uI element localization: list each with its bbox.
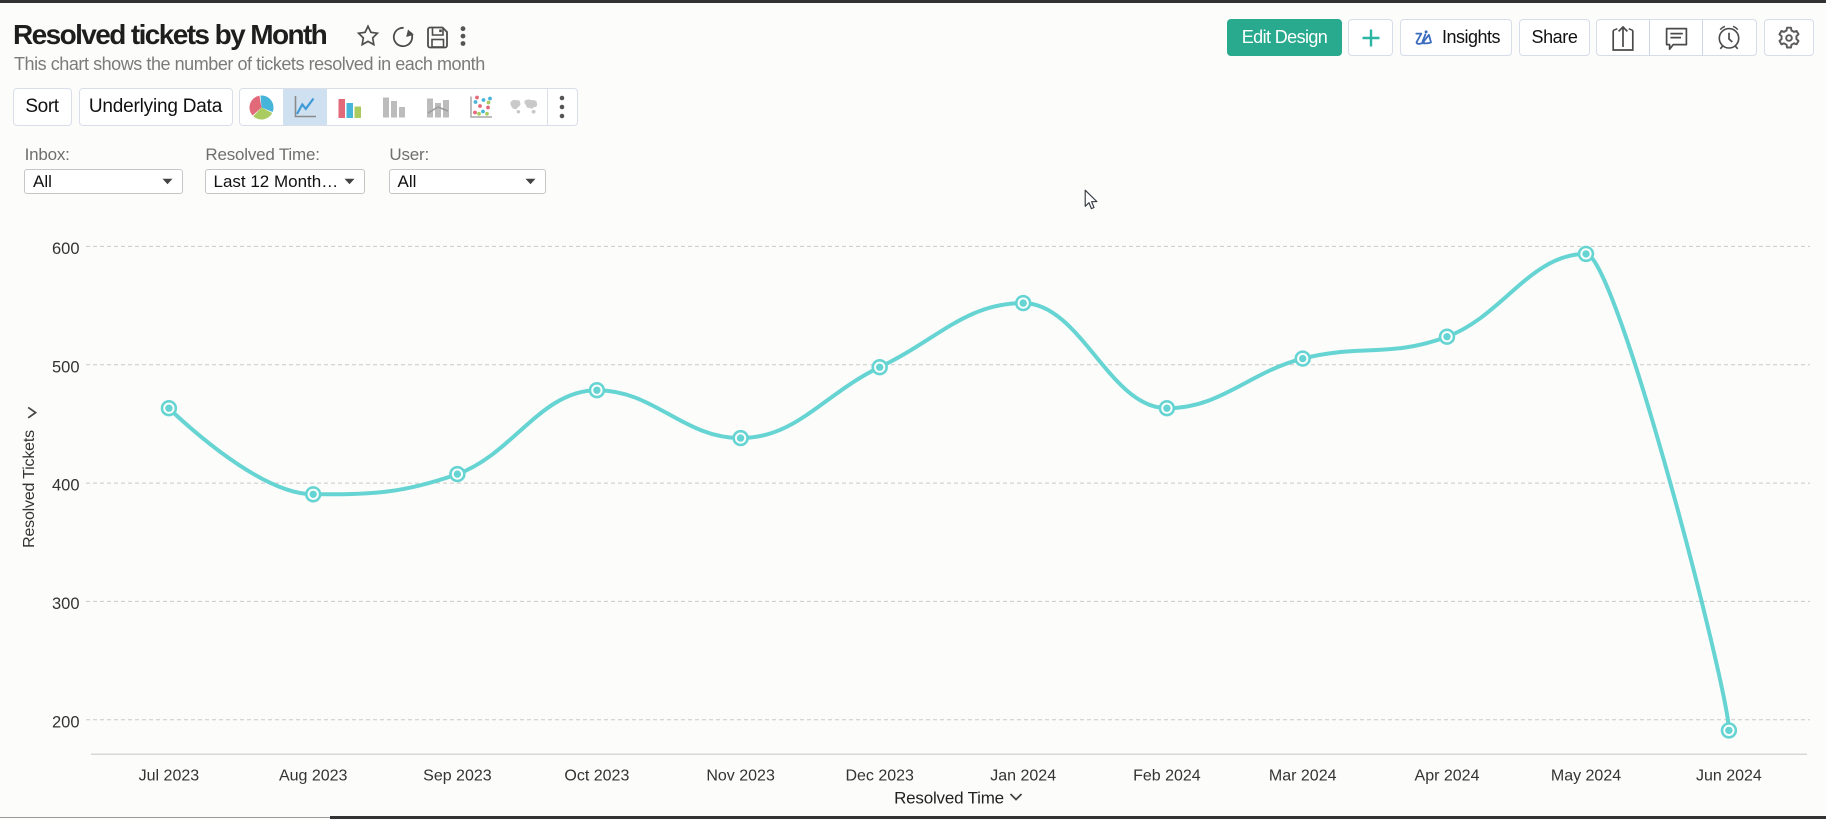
svg-text:Mar 2024: Mar 2024	[1269, 768, 1337, 785]
svg-text:600: 600	[52, 240, 80, 258]
svg-text:Resolved Tickets: Resolved Tickets	[21, 430, 38, 548]
svg-text:Oct 2023: Oct 2023	[564, 768, 629, 785]
svg-text:Jul 2023: Jul 2023	[139, 768, 200, 785]
svg-text:Jan 2024: Jan 2024	[990, 768, 1056, 785]
svg-text:Apr 2024: Apr 2024	[1415, 768, 1480, 785]
svg-text:Dec 2023: Dec 2023	[845, 768, 914, 785]
svg-text:200: 200	[52, 713, 80, 731]
svg-text:Resolved Time: Resolved Time	[894, 789, 1004, 808]
svg-text:Feb 2024: Feb 2024	[1133, 768, 1201, 785]
svg-text:Sep 2023: Sep 2023	[423, 768, 492, 785]
svg-text:500: 500	[52, 358, 80, 376]
svg-text:Nov 2023: Nov 2023	[706, 768, 775, 785]
svg-text:May 2024: May 2024	[1551, 768, 1621, 785]
svg-text:400: 400	[52, 477, 80, 495]
svg-text:Aug 2023: Aug 2023	[279, 768, 348, 785]
svg-text:300: 300	[52, 595, 80, 613]
svg-text:Jun 2024: Jun 2024	[1696, 768, 1762, 785]
